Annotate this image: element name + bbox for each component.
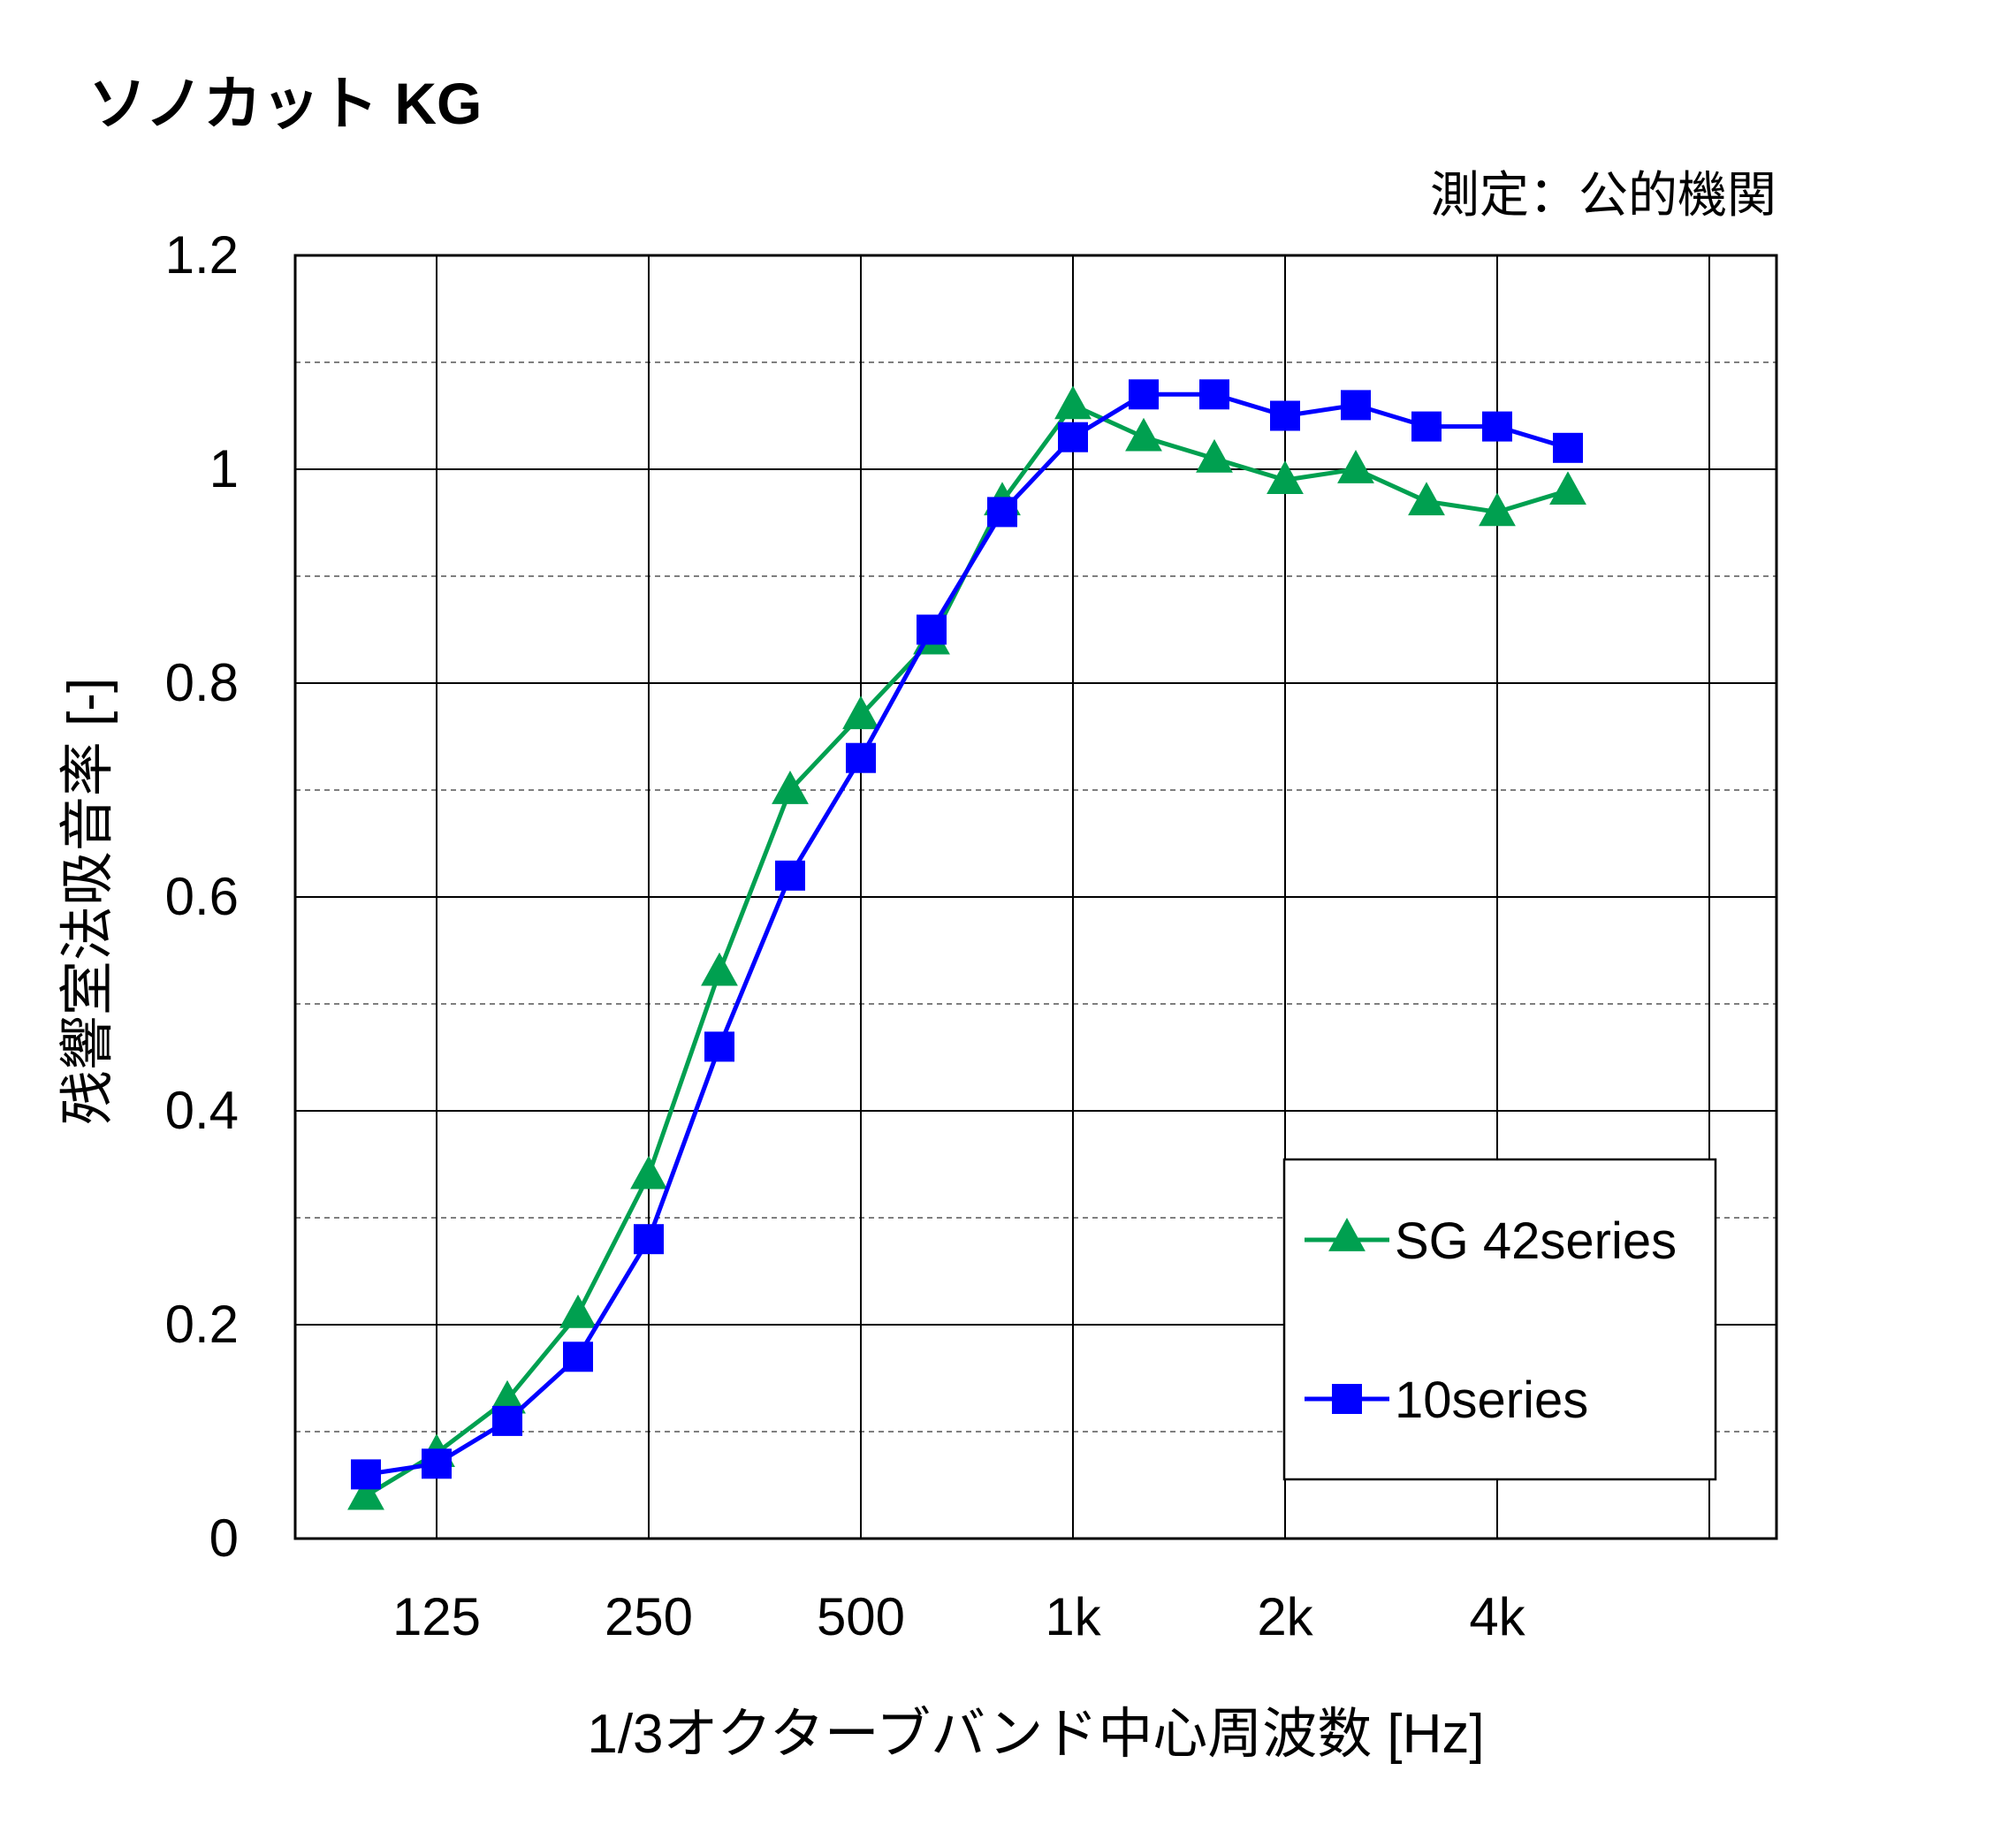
x-tick-labels: 125 250 500 1k 2k 4k <box>392 1587 1526 1646</box>
data-point-triangle <box>347 1476 384 1510</box>
x-tick-label: 500 <box>817 1587 905 1646</box>
data-point-triangle <box>1125 417 1162 452</box>
data-point-square <box>917 614 947 645</box>
x-tick-label: 2k <box>1257 1587 1313 1646</box>
legend-label-10: 10series <box>1395 1372 1588 1429</box>
y-axis-label: 残響室法吸音率 [-] <box>57 678 118 1125</box>
data-point-triangle <box>772 771 809 804</box>
y-tick-label: 0.4 <box>165 1081 239 1140</box>
data-point-triangle <box>1337 450 1374 483</box>
legend-marker-10 <box>1332 1384 1362 1414</box>
data-point-square <box>1341 390 1371 421</box>
y-tick-label: 0 <box>209 1509 239 1568</box>
x-axis-label: 1/3オクターブバンド中心周波数 [Hz] <box>587 1704 1484 1765</box>
x-tick-label: 4k <box>1469 1587 1525 1646</box>
y-tick-label: 0.8 <box>165 653 239 712</box>
plot-frame <box>293 254 1778 1540</box>
data-point-square <box>1270 400 1300 431</box>
data-point-triangle <box>842 695 879 730</box>
y-tick-label: 1 <box>209 439 239 498</box>
data-point-square <box>634 1224 664 1255</box>
data-point-triangle <box>489 1379 526 1414</box>
data-point-square <box>1482 411 1512 442</box>
data-point-triangle <box>1408 482 1445 516</box>
data-point-triangle <box>1549 471 1586 505</box>
data-point-square <box>775 860 805 891</box>
data-point-triangle <box>1479 492 1516 527</box>
data-point-square <box>422 1448 452 1479</box>
data-point-triangle <box>701 952 738 986</box>
y-tick-labels: 0 0.2 0.4 0.6 0.8 1 1.2 <box>165 225 239 1568</box>
legend-box <box>1282 1158 1717 1481</box>
data-point-square <box>492 1405 522 1436</box>
data-point-square <box>1058 422 1088 452</box>
data-point-triangle <box>630 1155 667 1189</box>
legend: SG 42series 10series <box>1282 1158 1717 1481</box>
y-tick-label: 1.2 <box>165 225 239 285</box>
data-point-square <box>704 1031 734 1062</box>
x-tick-label: 125 <box>392 1587 481 1646</box>
data-point-triangle <box>1267 460 1304 494</box>
y-tick-label: 0.2 <box>165 1295 239 1354</box>
series-layer <box>347 379 1586 1510</box>
data-point-triangle <box>1196 438 1233 473</box>
data-point-square <box>846 742 876 773</box>
chart-title: ソノカット KG <box>88 71 482 136</box>
x-tick-label: 250 <box>605 1587 693 1646</box>
data-point-square <box>1411 411 1442 442</box>
data-point-triangle <box>559 1294 597 1328</box>
data-point-triangle <box>1054 385 1092 420</box>
chart-subtitle: 測定：公的機関 <box>1430 167 1776 223</box>
data-point-square <box>1553 432 1583 463</box>
data-point-square <box>563 1341 593 1372</box>
data-point-square <box>1129 379 1159 410</box>
legend-label-sg42: SG 42series <box>1395 1212 1677 1270</box>
data-point-square <box>987 497 1017 528</box>
legend-marker-sg42 <box>1328 1218 1366 1251</box>
x-tick-label: 1k <box>1045 1587 1101 1646</box>
data-point-square <box>351 1459 381 1490</box>
data-point-square <box>1199 379 1229 410</box>
y-tick-label: 0.6 <box>165 867 239 926</box>
